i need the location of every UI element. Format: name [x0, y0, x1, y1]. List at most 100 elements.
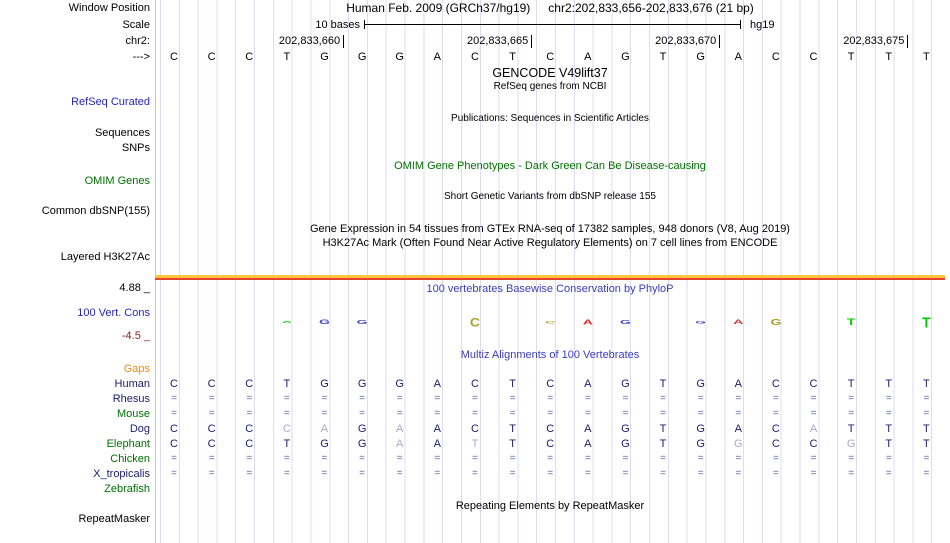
phylop-glyph-t: T: [922, 313, 931, 331]
scale-value-label: 10 bases: [315, 19, 360, 31]
h3k27ac-signal-line-red: [155, 278, 945, 280]
alignment-identity-mark: =: [434, 408, 441, 419]
alignment-identity-mark: =: [697, 393, 704, 404]
reference-base: C: [470, 51, 479, 63]
gtex-track-title[interactable]: Gene Expression in 54 tissues from GTEx …: [310, 223, 790, 235]
reference-base: G: [320, 51, 329, 63]
track-label-common-dbsnp-155[interactable]: Common dbSNP(155): [41, 205, 150, 217]
gencode-track-title[interactable]: GENCODE V49lift37: [492, 66, 608, 80]
alignment-base: C: [207, 378, 216, 390]
alignment-identity-mark: =: [923, 453, 930, 464]
ruler-tick-mark: [907, 35, 908, 48]
alignment-base: C: [245, 378, 254, 390]
alignment-base: C: [207, 423, 216, 435]
alignment-identity-mark: =: [246, 453, 253, 464]
phylop-glyph-g: G: [695, 319, 707, 325]
alignment-identity-mark: =: [735, 393, 742, 404]
alignment-identity-mark: =: [509, 393, 516, 404]
repeatmasker-track-title[interactable]: Repeating Elements by RepeatMasker: [455, 500, 645, 512]
phylop-glyph-g: G: [356, 319, 368, 325]
alignment-identity-mark: =: [772, 468, 779, 479]
alignment-base: A: [584, 423, 592, 435]
reference-base: T: [283, 51, 291, 63]
alignment-identity-mark: =: [885, 468, 892, 479]
ruler-number-202-833-665: 202,833,665: [467, 35, 529, 47]
alignment-base: G: [320, 378, 329, 390]
publications-track-title[interactable]: Publications: Sequences in Scientific Ar…: [451, 113, 649, 124]
phylop-glyph-g: G: [770, 317, 782, 327]
window-position-title: Human Feb. 2009 (GRCh37/hg19) chr2:202,83…: [155, 1, 945, 15]
alignment-identity-mark: =: [772, 453, 779, 464]
alignment-identity-mark: =: [622, 393, 629, 404]
reference-base: C: [207, 51, 216, 63]
alignment-base: T: [471, 438, 479, 450]
alignment-identity-mark: =: [396, 408, 403, 419]
refseq-track-title[interactable]: RefSeq genes from NCBI: [493, 81, 607, 92]
track-label-sequences[interactable]: Sequences: [94, 127, 150, 139]
omim-track-title[interactable]: OMIM Gene Phenotypes - Dark Green Can Be…: [394, 160, 706, 172]
alignment-base: A: [433, 378, 441, 390]
alignment-base: T: [923, 423, 930, 435]
species-label-zebrafish[interactable]: Zebrafish: [104, 483, 150, 495]
alignment-identity-mark: =: [885, 393, 892, 404]
alignment-identity-mark: =: [584, 468, 591, 479]
alignment-identity-mark: =: [735, 453, 742, 464]
track-label-refseq-curated[interactable]: RefSeq Curated: [71, 96, 150, 108]
species-label-rhesus[interactable]: Rhesus: [112, 393, 150, 405]
alignment-base: G: [696, 438, 705, 450]
track-label-snps[interactable]: SNPs: [121, 142, 150, 154]
alignment-base: C: [170, 438, 178, 450]
alignment-base: C: [170, 378, 178, 390]
alignment-identity-mark: =: [622, 453, 629, 464]
reference-base: C: [245, 51, 254, 63]
alignment-identity-mark: =: [923, 393, 930, 404]
alignment-identity-mark: =: [434, 393, 441, 404]
alignment-identity-mark: =: [171, 393, 177, 404]
alignment-identity-mark: =: [321, 393, 328, 404]
alignment-identity-mark: =: [810, 393, 817, 404]
scale-bar-left-tick: [364, 20, 365, 29]
alignment-base: C: [546, 423, 555, 435]
alignment-base: G: [357, 378, 367, 390]
genome-tag-label: hg19: [750, 19, 775, 31]
species-label-x-tropicalis[interactable]: X_tropicalis: [93, 468, 150, 480]
alignment-base: T: [923, 378, 930, 390]
species-label-gaps[interactable]: Gaps: [123, 363, 150, 375]
reference-base: T: [659, 51, 667, 63]
species-label-chicken[interactable]: Chicken: [110, 453, 150, 465]
alignment-base: T: [283, 378, 291, 390]
phylop-track-title[interactable]: 100 vertebrates Basewise Conservation by…: [426, 283, 674, 295]
track-label-repeatmasker[interactable]: RepeatMasker: [78, 513, 150, 525]
reference-base: G: [395, 51, 404, 63]
alignment-base: C: [470, 378, 479, 390]
alignment-identity-mark: =: [283, 453, 290, 464]
alignment-identity-mark: =: [509, 453, 516, 464]
ruler-number-202-833-670: 202,833,670: [655, 35, 717, 47]
alignment-base: C: [546, 438, 555, 450]
reference-base: A: [584, 51, 592, 63]
alignment-base: A: [396, 423, 404, 435]
track-label-100-vert-cons[interactable]: 100 Vert. Cons: [77, 307, 150, 319]
reference-base: T: [847, 51, 855, 63]
alignment-base: T: [847, 378, 855, 390]
alignment-identity-mark: =: [584, 408, 591, 419]
alignment-identity-mark: =: [810, 468, 817, 479]
track-label-omim-genes[interactable]: OMIM Genes: [84, 175, 150, 187]
alignment-identity-mark: =: [923, 408, 930, 419]
alignment-base: C: [771, 378, 780, 390]
reference-base: C: [771, 51, 780, 63]
alignment-identity-mark: =: [246, 408, 253, 419]
phylop-glyph-a: A: [582, 318, 593, 326]
h3k27ac-track-title[interactable]: H3K27Ac Mark (Often Found Near Active Re…: [322, 237, 778, 249]
species-label-dog[interactable]: Dog: [129, 423, 150, 435]
alignment-identity-mark: =: [283, 408, 290, 419]
multiz-track-title[interactable]: Multiz Alignments of 100 Vertebrates: [460, 349, 640, 361]
alignment-base: G: [320, 438, 329, 450]
species-label-elephant[interactable]: Elephant: [106, 438, 150, 450]
reference-base: C: [546, 51, 555, 63]
species-label-human[interactable]: Human: [114, 378, 150, 390]
track-label-layered-h3k27ac[interactable]: Layered H3K27Ac: [60, 251, 150, 263]
alignment-identity-mark: =: [359, 408, 366, 419]
species-label-mouse[interactable]: Mouse: [116, 408, 150, 420]
dbsnp-track-title[interactable]: Short Genetic Variants from dbSNP releas…: [444, 191, 656, 202]
